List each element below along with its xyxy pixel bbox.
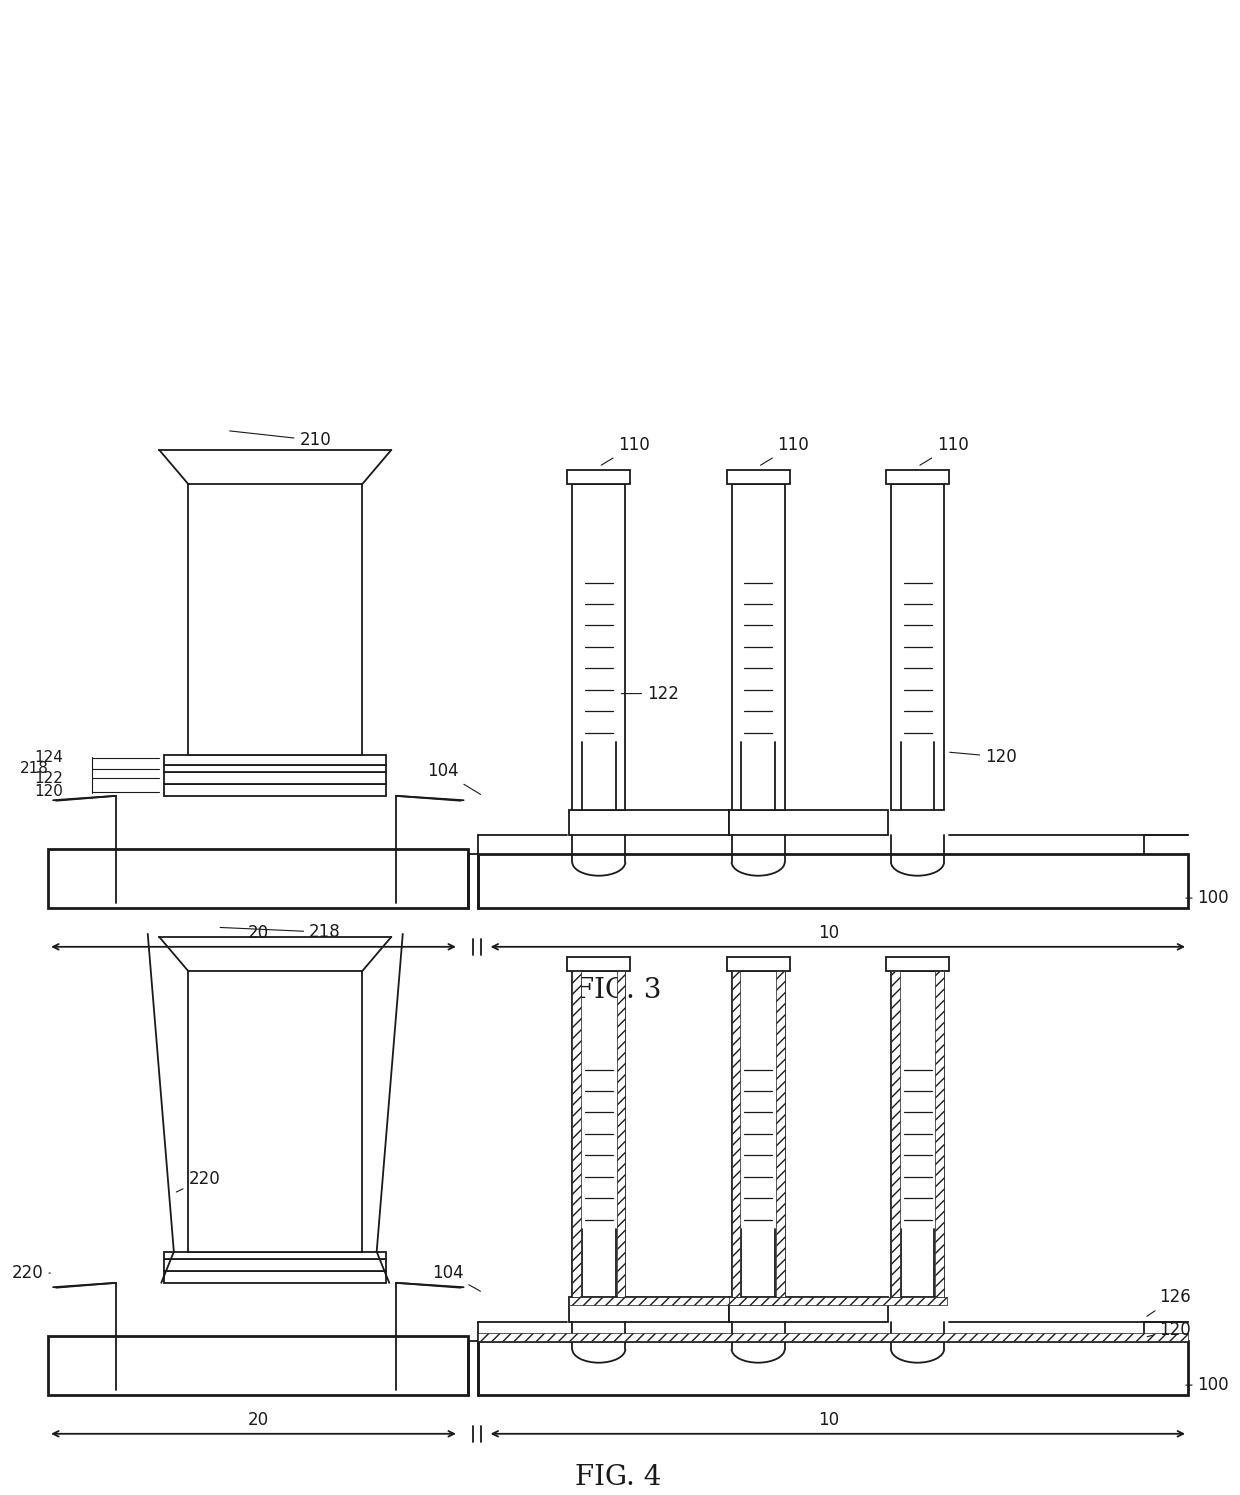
Bar	[732, 484, 785, 810]
Text: 218: 218	[219, 924, 341, 942]
Text: FIG. 3: FIG. 3	[575, 978, 661, 1005]
Text: FIG. 4: FIG. 4	[575, 1464, 661, 1491]
Bar	[892, 972, 900, 1298]
Bar	[892, 484, 944, 810]
Bar	[164, 785, 387, 795]
Text: 124: 124	[33, 750, 63, 765]
Bar	[568, 469, 630, 484]
Bar	[164, 773, 387, 785]
Text: 110: 110	[760, 437, 810, 465]
Text: 104: 104	[432, 1265, 480, 1292]
Bar	[569, 1298, 787, 1305]
Bar	[164, 755, 387, 764]
Bar	[164, 764, 387, 773]
Bar	[892, 972, 944, 1298]
Text: 210: 210	[229, 431, 331, 450]
Bar	[479, 1341, 1188, 1395]
Bar	[569, 810, 729, 834]
Text: 10: 10	[817, 924, 838, 942]
Bar	[732, 972, 740, 1298]
Bar	[164, 1259, 387, 1271]
Bar	[727, 957, 790, 972]
Bar	[188, 972, 362, 1251]
Bar	[572, 972, 625, 1298]
Text: 126: 126	[1147, 1289, 1190, 1316]
Text: 110: 110	[920, 437, 968, 465]
Text: 110: 110	[601, 437, 650, 465]
Bar	[729, 810, 888, 834]
Text: 100: 100	[1185, 1375, 1229, 1395]
Text: 218: 218	[20, 761, 48, 776]
Bar	[732, 972, 785, 1298]
Bar	[164, 1251, 387, 1259]
Text: 20: 20	[248, 1411, 269, 1429]
Bar	[727, 469, 790, 484]
Bar	[887, 469, 949, 484]
Bar	[569, 1298, 729, 1322]
Text: 104: 104	[427, 762, 481, 794]
Text: 122: 122	[33, 771, 63, 786]
Text: 220: 220	[11, 1265, 51, 1283]
Text: 120: 120	[1147, 1320, 1190, 1338]
Bar	[616, 972, 625, 1298]
Bar	[887, 957, 949, 972]
Bar	[164, 1271, 387, 1283]
Text: 100: 100	[1185, 890, 1229, 907]
Text: 120: 120	[950, 748, 1017, 765]
Bar	[568, 957, 630, 972]
Bar	[729, 1298, 888, 1322]
Text: 10: 10	[817, 1411, 838, 1429]
Bar	[188, 484, 362, 755]
Text: 122: 122	[621, 685, 680, 703]
Bar	[572, 972, 582, 1298]
Bar	[48, 849, 469, 907]
Bar	[729, 1298, 947, 1305]
Bar	[935, 972, 944, 1298]
Bar	[776, 972, 785, 1298]
Bar	[48, 1337, 469, 1395]
Text: 220: 220	[176, 1169, 219, 1192]
Text: 120: 120	[33, 785, 63, 800]
Bar	[572, 484, 625, 810]
Bar	[479, 1334, 1188, 1341]
Text: 20: 20	[248, 924, 269, 942]
Bar	[479, 854, 1188, 907]
